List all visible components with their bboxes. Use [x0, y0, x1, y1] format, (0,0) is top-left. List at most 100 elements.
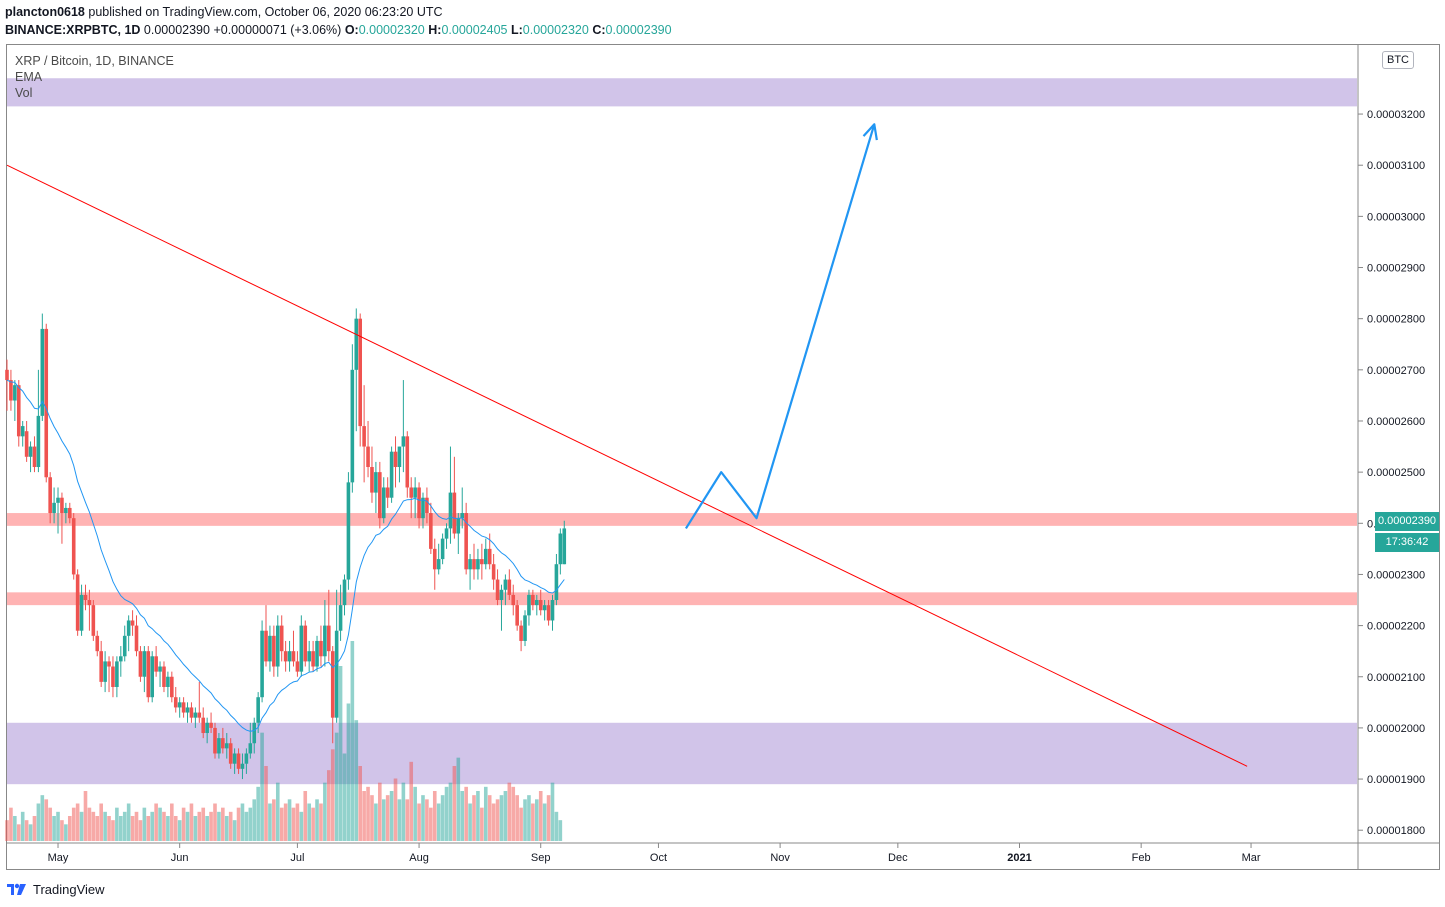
candle	[562, 520, 567, 565]
volume-bar	[5, 820, 9, 841]
candle-body	[24, 431, 29, 457]
volume-bar	[342, 753, 347, 841]
candle	[5, 359, 9, 411]
candle-body	[244, 753, 249, 764]
candle-body	[173, 697, 178, 708]
currency-badge[interactable]: BTC	[1382, 51, 1414, 69]
volume-bar	[111, 820, 115, 841]
candle-body	[546, 605, 551, 621]
candle	[146, 646, 151, 703]
candle	[111, 656, 115, 698]
candle	[417, 482, 421, 529]
volume-bar	[425, 799, 429, 841]
candle	[91, 600, 96, 641]
low-value: 0.00002320	[522, 23, 589, 37]
price-tick-label: 0.00002000	[1367, 723, 1425, 735]
candle-body	[142, 651, 147, 677]
candle-body	[134, 625, 139, 652]
volume-bar	[252, 799, 257, 841]
candle-body	[432, 548, 437, 570]
volume-bar	[413, 786, 417, 841]
candle	[370, 446, 374, 503]
volume-bar	[499, 795, 504, 841]
volume-bar	[32, 816, 37, 841]
tradingview-logo-icon[interactable]	[6, 880, 28, 898]
volume-bar	[338, 666, 343, 841]
candle-body	[189, 707, 194, 718]
candle	[307, 640, 311, 672]
candle	[358, 313, 362, 447]
volume-bar	[523, 799, 527, 841]
time-tick-label: Feb	[1132, 852, 1151, 864]
volume-bar	[366, 786, 370, 841]
volume-bar	[64, 824, 68, 841]
ema-layer	[6, 379, 565, 732]
candle-body	[562, 528, 567, 565]
candle-body	[315, 640, 319, 667]
candle-body	[122, 635, 127, 657]
candle	[36, 369, 41, 473]
candle-body	[381, 487, 386, 519]
volume-bar	[166, 816, 170, 841]
candle-body	[87, 600, 92, 606]
volume-bar	[291, 807, 296, 841]
tradingview-brand[interactable]: TradingView	[33, 881, 105, 897]
candle-body	[421, 497, 425, 519]
projection-arrow-layer	[684, 123, 878, 529]
candle-body	[429, 513, 433, 549]
candle	[52, 487, 56, 524]
legend-title[interactable]: XRP / Bitcoin, 1D, BINANCE	[15, 54, 174, 68]
candle-body	[99, 651, 103, 682]
volume-bar	[170, 803, 174, 841]
candle	[287, 640, 292, 672]
time-tick-label: Nov	[770, 852, 790, 864]
volume-bar	[279, 807, 284, 841]
candle	[409, 477, 414, 519]
volume-bar	[9, 807, 13, 841]
candle-body	[115, 661, 119, 687]
time-tick-label: May	[48, 852, 69, 864]
candle-body	[275, 625, 280, 667]
candle-body	[531, 594, 535, 606]
candle	[507, 569, 512, 601]
candle-body	[71, 518, 76, 575]
volume-bar	[217, 811, 221, 841]
low-label: L:	[510, 23, 523, 37]
candle	[13, 380, 17, 421]
volume-bar	[224, 816, 229, 841]
volume-bar	[358, 766, 362, 841]
candle	[342, 574, 347, 616]
volume-bar	[350, 641, 355, 841]
volume-bar	[264, 766, 268, 841]
candle	[444, 523, 449, 549]
candle-body	[170, 676, 174, 698]
candle-body	[291, 651, 296, 662]
candle-body	[413, 487, 417, 498]
candle	[181, 697, 186, 718]
candle-body	[28, 446, 33, 457]
volume-bar	[417, 803, 421, 841]
author-name[interactable]: plancton0618	[5, 5, 85, 19]
candle	[495, 569, 500, 606]
candle	[75, 569, 80, 636]
close-label: C:	[592, 23, 606, 37]
candle-body	[362, 426, 366, 447]
volume-bar	[181, 807, 186, 841]
candle	[432, 538, 437, 590]
candle	[115, 656, 119, 698]
volume-bar	[60, 820, 64, 841]
change-value: +0.00000071 (+3.06%)	[213, 23, 342, 37]
volume-bar	[272, 799, 276, 841]
legend-vol[interactable]: Vol	[15, 86, 33, 100]
candle-body	[468, 559, 472, 570]
symbol-label: BINANCE:XRPBTC, 1D	[5, 23, 141, 37]
candle-body	[228, 743, 233, 764]
candle-body	[495, 579, 500, 601]
volume-bar	[83, 791, 88, 841]
candle	[354, 308, 359, 432]
candle	[64, 502, 68, 524]
volume-bar	[295, 803, 300, 841]
candle-body	[213, 727, 217, 754]
legend-ema[interactable]: EMA	[15, 70, 43, 84]
